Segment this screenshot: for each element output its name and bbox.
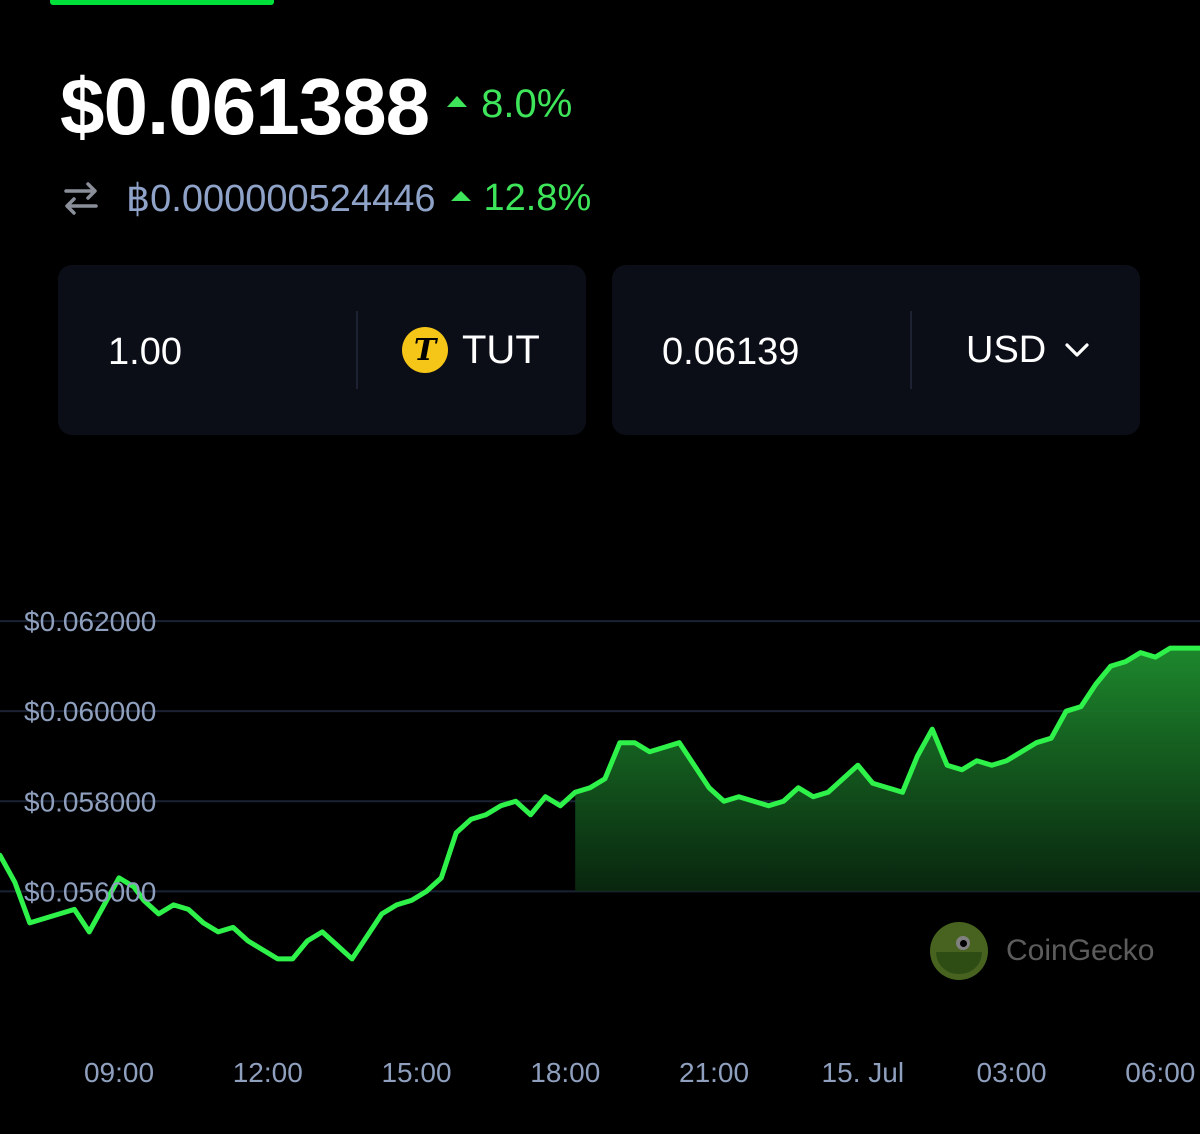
btc-price-change: 12.8% xyxy=(451,177,591,220)
up-arrow-icon xyxy=(451,191,472,201)
swap-arrows-icon[interactable] xyxy=(60,177,102,219)
x-tick-label: 21:00 xyxy=(679,1057,749,1088)
currency-label: USD xyxy=(966,328,1047,371)
btc-change-value: 12.8% xyxy=(483,176,592,219)
price-series-line xyxy=(0,645,1200,962)
x-tick-label: 06:00 xyxy=(1125,1057,1195,1088)
up-arrow-icon xyxy=(447,95,468,107)
area-fill xyxy=(575,648,1200,892)
token-amount-input[interactable]: 1.00 xyxy=(108,330,182,373)
converter-divider xyxy=(356,311,358,389)
converter-divider xyxy=(910,311,912,389)
x-tick-label: 18:00 xyxy=(530,1057,600,1088)
coingecko-watermark: CoinGecko xyxy=(930,922,1154,980)
y-tick-label: $0.062000 xyxy=(24,606,156,637)
price-header: $0.061388 8.0% xyxy=(60,62,572,152)
chart-area-fill xyxy=(575,648,1200,892)
converter-currency-box: 0.06139 USD xyxy=(612,265,1140,435)
token-selector: T TUT xyxy=(358,327,540,373)
converted-amount-input[interactable]: 0.06139 xyxy=(662,330,800,373)
converter-token-box: 1.00 T TUT xyxy=(58,265,586,435)
x-tick-label: 15:00 xyxy=(381,1057,451,1088)
chart-x-axis-labels: 09:00 12:00 15:00 18:00 21:00 15. Jul 03:00 06:… xyxy=(84,1057,1195,1088)
current-price: $0.061388 xyxy=(60,62,430,151)
x-tick-label: 12:00 xyxy=(233,1057,303,1088)
y-tick-label: $0.058000 xyxy=(24,786,156,817)
x-tick-label: 03:00 xyxy=(977,1057,1047,1088)
currency-dropdown[interactable]: USD xyxy=(912,329,1092,372)
price-change-24h: 8.0% xyxy=(447,82,572,127)
btc-price-row: ฿0.000000524446 12.8% xyxy=(60,172,591,224)
chart-price-line xyxy=(0,645,1200,962)
active-tab-indicator xyxy=(50,0,274,5)
x-tick-label: 15. Jul xyxy=(822,1057,905,1088)
token-symbol: TUT xyxy=(462,327,540,372)
y-tick-label: $0.056000 xyxy=(24,876,156,907)
coingecko-logo-icon xyxy=(930,922,988,980)
chart-y-axis-labels: $0.062000 $0.060000 $0.058000 $0.056000 xyxy=(24,606,156,907)
x-tick-label: 09:00 xyxy=(84,1057,154,1088)
chevron-down-icon xyxy=(1065,343,1089,357)
tut-coin-icon: T xyxy=(402,327,448,373)
price-change-value: 8.0% xyxy=(481,81,573,126)
btc-price: ฿0.000000524446 xyxy=(126,177,436,220)
price-chart[interactable]: $0.062000 $0.060000 $0.058000 $0.056000 09:… xyxy=(0,540,1200,1100)
watermark-text: CoinGecko xyxy=(1006,934,1155,967)
y-tick-label: $0.060000 xyxy=(24,696,156,727)
